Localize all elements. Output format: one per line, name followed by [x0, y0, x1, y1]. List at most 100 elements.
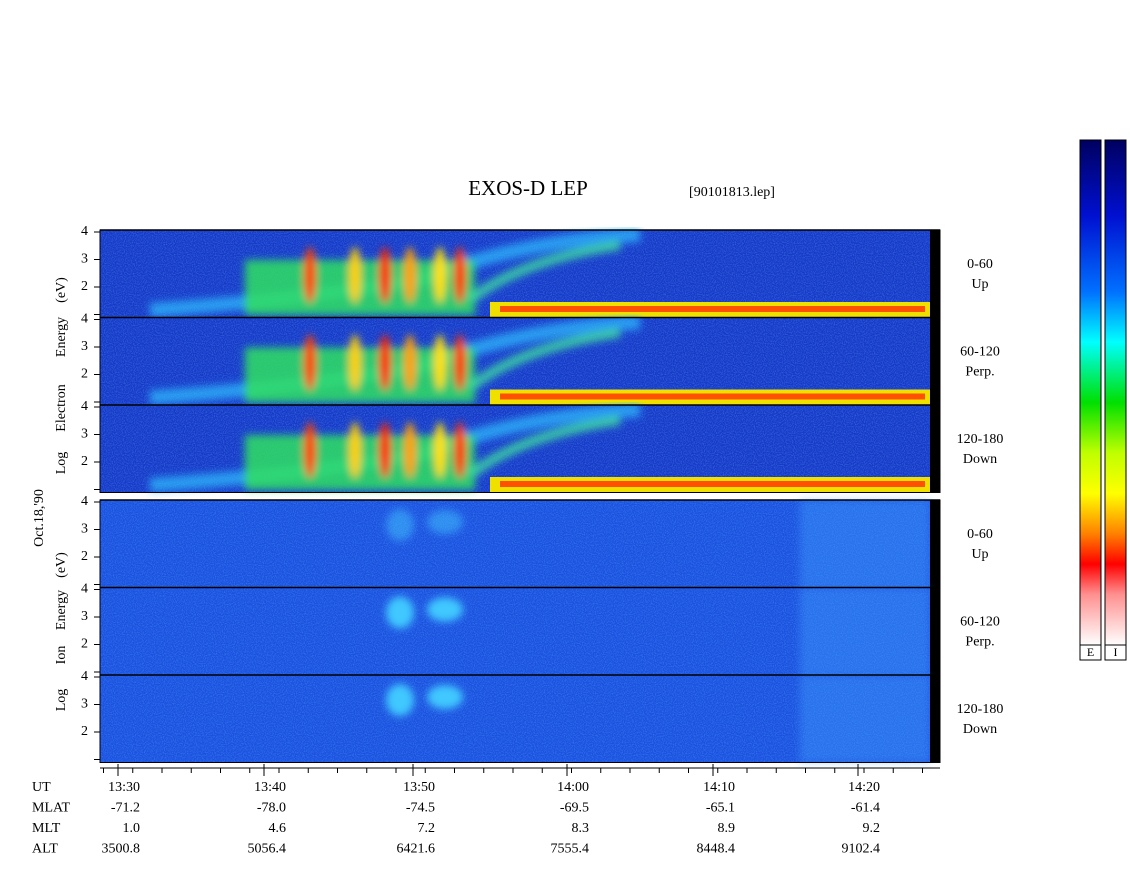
ion-blob: [427, 510, 463, 534]
colorbar-label-box: [1104, 644, 1127, 661]
y-tick-label: 4: [81, 669, 88, 684]
colorbar-e: [1079, 139, 1102, 646]
panel-edge: [930, 230, 940, 318]
panel-angle: 60-120: [960, 615, 1000, 630]
ephemeris-value: -65.1: [706, 801, 735, 816]
arc-feature: [466, 415, 621, 479]
colorbar-label-box: [1079, 644, 1102, 661]
ephemeris-label: ALT: [32, 842, 58, 857]
panel-edge: [930, 317, 940, 405]
panel-angle: 0-60: [967, 257, 993, 272]
ion-features: [386, 587, 930, 675]
ephemeris-value: 14:10: [703, 780, 735, 795]
y-tick-label: 3: [81, 609, 88, 624]
ephemeris-value: 14:00: [557, 780, 589, 795]
panel-noise: [100, 587, 930, 675]
panel-noise: [100, 500, 930, 588]
panel-direction: Down: [963, 452, 997, 467]
ephemeris-value: 7.2: [418, 821, 436, 836]
y-axis-label: Energy: [54, 317, 69, 357]
ephemeris-value: 5056.4: [248, 842, 287, 857]
panel-angle: 120-180: [957, 432, 1004, 447]
colorbar-label: E: [1087, 645, 1094, 659]
ephemeris-value: -71.2: [111, 801, 140, 816]
colorbar-label: I: [1114, 645, 1118, 659]
y-tick-label: 2: [81, 279, 88, 294]
panel-angle: 60-120: [960, 345, 1000, 360]
y-axis-label: Electron: [54, 384, 69, 431]
colorbars: [1079, 139, 1127, 661]
y-tick-label: 3: [81, 522, 88, 537]
ephemeris-label: UT: [32, 780, 51, 795]
panel-edge: [930, 405, 940, 493]
panel-edge: [930, 587, 940, 675]
y-tick-label: 3: [81, 697, 88, 712]
burst: [454, 247, 466, 303]
panel-direction: Perp.: [965, 635, 994, 650]
electron-features: [149, 403, 641, 492]
burst: [379, 422, 391, 478]
burst: [404, 334, 416, 391]
band-core: [500, 393, 925, 400]
y-axis-label: (eV): [54, 277, 69, 303]
burst: [304, 247, 316, 303]
ion-blob: [386, 509, 414, 541]
y-axis-label: Energy: [54, 590, 69, 630]
panel-angle: 0-60: [967, 527, 993, 542]
ephemeris-value: -78.0: [257, 801, 286, 816]
ephemeris-value: 9102.4: [842, 842, 881, 857]
y-tick-label: 2: [81, 367, 88, 382]
band-core: [500, 306, 925, 312]
ephemeris-value: 3500.8: [102, 842, 141, 857]
ephemeris-label: MLAT: [32, 801, 71, 816]
ion-brightening: [800, 675, 930, 763]
ion-brightening: [800, 500, 930, 588]
ephemeris-value: -69.5: [560, 801, 589, 816]
ion-features: [386, 500, 930, 588]
burst: [379, 247, 391, 303]
burst: [434, 334, 446, 391]
ephemeris-value: -74.5: [406, 801, 435, 816]
title: EXOS-D LEP: [468, 176, 588, 200]
colorbar-i: [1104, 139, 1127, 646]
burst: [434, 247, 446, 303]
burst: [404, 247, 416, 303]
burst: [349, 334, 361, 391]
burst: [349, 247, 361, 303]
ephemeris-value: 13:30: [108, 780, 140, 795]
burst: [454, 422, 466, 478]
burst: [454, 334, 466, 391]
band-core: [500, 481, 925, 487]
panel-direction: Perp.: [965, 365, 994, 380]
burst: [434, 422, 446, 478]
arc-feature: [466, 240, 621, 304]
spectrogram: [100, 228, 940, 763]
ion-features: [386, 675, 930, 763]
y-axis-label: (eV): [54, 552, 69, 578]
y-axis-label: Log: [54, 452, 69, 475]
ephemeris-value: -61.4: [851, 801, 880, 816]
ephemeris-value: 1.0: [123, 821, 141, 836]
y-tick-label: 2: [81, 724, 88, 739]
panel-noise: [100, 675, 930, 763]
ion-blob: [386, 684, 414, 716]
y-axis-label: Ion: [54, 646, 69, 665]
burst: [349, 422, 361, 478]
file-name: [90101813.lep]: [689, 185, 775, 200]
ephemeris-value: 13:50: [403, 780, 435, 795]
panel-direction: Up: [971, 547, 988, 562]
ephemeris-value: 8.3: [572, 821, 590, 836]
ephemeris-value: 7555.4: [551, 842, 590, 857]
ion-blob: [427, 685, 463, 709]
ion-blob: [386, 596, 414, 629]
ion-brightening: [800, 587, 930, 675]
panel-direction: Up: [971, 277, 988, 292]
panel-angle: 120-180: [957, 702, 1004, 717]
y-tick-label: 4: [81, 224, 88, 239]
ephemeris-value: 13:40: [254, 780, 286, 795]
date-label: Oct.18,'90: [32, 489, 47, 547]
ephemeris-value: 6421.6: [397, 842, 436, 857]
y-tick-label: 2: [81, 637, 88, 652]
ephemeris-value: 8448.4: [697, 842, 736, 857]
